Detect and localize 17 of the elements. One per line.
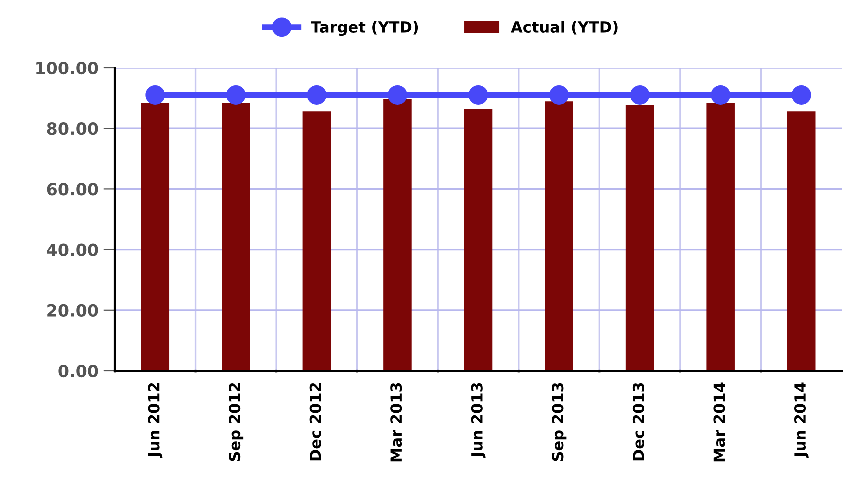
- x-tick-label: Mar 2013: [390, 383, 402, 462]
- y-tick-label: 40.00: [47, 244, 98, 256]
- x-tick-label: Dec 2013: [632, 383, 644, 461]
- legend-label: Actual (YTD): [511, 21, 618, 35]
- x-tick-label: Mar 2014: [714, 382, 726, 462]
- y-tick-label: 20.00: [48, 304, 98, 317]
- x-tick-label: Sep 2013: [552, 383, 567, 462]
- x-tick-label: Jun 2012: [148, 383, 163, 458]
- x-tick-label: Dec 2012: [310, 383, 322, 461]
- y-tick-label: 0.00: [58, 364, 98, 378]
- x-tick-label: Sep 2012: [229, 383, 244, 462]
- x-tick-label: Jun 2014: [794, 382, 809, 458]
- legend-label: Target (YTD): [311, 21, 418, 36]
- y-tick-label: 100.00: [36, 62, 98, 75]
- y-tick-label: 60.00: [47, 183, 98, 196]
- y-tick-label: 80.00: [47, 122, 98, 136]
- x-tick-label: Jun 2013: [471, 383, 486, 458]
